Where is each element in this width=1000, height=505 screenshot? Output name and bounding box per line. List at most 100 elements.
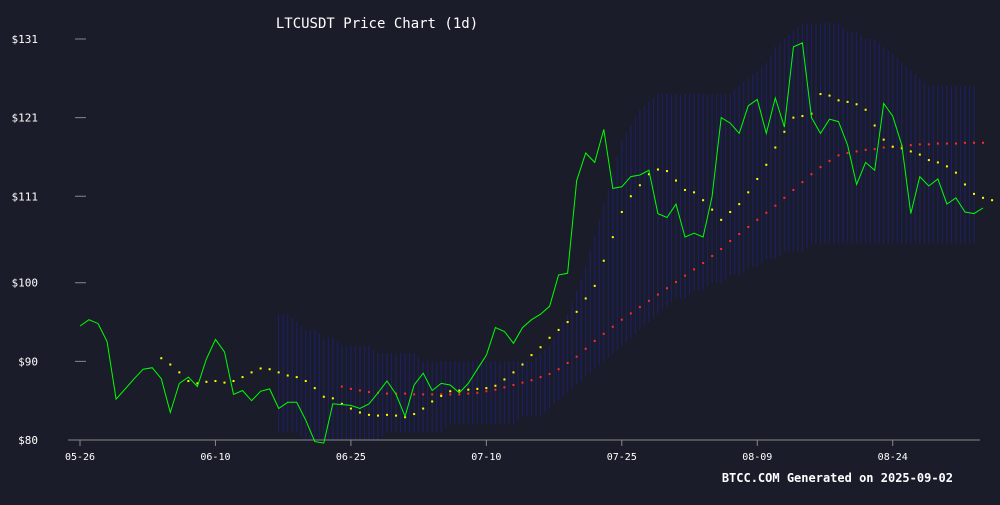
long-ma-point (927, 143, 930, 146)
short-ma-point (539, 346, 542, 349)
short-ma-point (593, 284, 596, 287)
short-ma-point (349, 407, 352, 410)
short-ma-point (675, 179, 677, 182)
short-ma-point (395, 414, 398, 417)
long-ma-point (647, 299, 650, 302)
short-ma-point (837, 99, 840, 102)
long-ma-point (846, 152, 849, 155)
long-ma-point (638, 306, 641, 309)
long-ma-point (765, 211, 768, 214)
short-ma-point (413, 413, 416, 416)
short-ma-point (738, 203, 741, 206)
short-ma-point (431, 400, 434, 403)
long-ma-point (828, 159, 831, 162)
long-ma-point (449, 393, 452, 396)
long-ma-point (982, 141, 985, 144)
long-ma-point (665, 287, 668, 290)
long-ma-point (557, 368, 560, 371)
short-ma-point (304, 380, 307, 383)
long-ma-point (837, 154, 840, 157)
long-ma-point (503, 386, 506, 389)
chart-footer: BTCC.COM Generated on 2025-09-02 (722, 471, 953, 485)
short-ma-point (665, 170, 668, 173)
long-ma-point (521, 381, 524, 384)
long-ma-point (485, 390, 488, 393)
long-ma-point (864, 148, 867, 151)
short-ma-point (620, 210, 623, 213)
long-ma-point (918, 143, 921, 146)
short-ma-point (241, 376, 244, 379)
short-ma-point (250, 371, 253, 374)
long-ma-point (684, 274, 687, 277)
short-ma-point (494, 384, 497, 387)
long-ma-point (729, 240, 732, 243)
short-ma-point (693, 191, 696, 194)
short-ma-point (936, 161, 939, 164)
short-ma-point (765, 163, 768, 166)
short-ma-point (440, 394, 443, 397)
x-tick-label: 07-10 (471, 452, 501, 463)
short-ma-point (485, 387, 488, 390)
short-ma-point (711, 208, 714, 211)
long-ma-point (720, 247, 723, 250)
long-ma-point (349, 387, 352, 390)
short-ma-point (882, 138, 885, 141)
long-moving-average (340, 141, 985, 396)
long-ma-point (873, 148, 876, 151)
long-ma-point (973, 141, 975, 144)
long-ma-point (945, 142, 948, 145)
x-tick-label: 08-09 (742, 452, 772, 463)
long-ma-point (494, 388, 497, 391)
long-ma-point (756, 218, 759, 221)
short-ma-point (377, 414, 379, 417)
short-ma-point (891, 145, 894, 148)
long-ma-point (440, 393, 443, 396)
short-ma-point (196, 382, 199, 385)
long-ma-point (774, 204, 777, 207)
short-ma-point (268, 368, 271, 371)
x-tick-label: 07-25 (607, 452, 637, 463)
y-tick-label: $131 (12, 33, 39, 46)
short-ma-point (855, 103, 858, 106)
long-ma-point (801, 181, 804, 184)
long-ma-point (629, 312, 632, 315)
long-ma-point (422, 393, 425, 396)
price-line (79, 42, 984, 444)
short-moving-average (160, 93, 994, 419)
long-ma-point (675, 280, 677, 283)
short-ma-point (458, 389, 461, 392)
short-ma-point (638, 184, 641, 187)
y-tick-label: $90 (18, 355, 38, 368)
short-ma-point (828, 94, 831, 97)
short-ma-point (629, 195, 632, 198)
x-tick-label: 08-24 (878, 452, 908, 463)
x-tick-label: 06-25 (336, 452, 366, 463)
short-ma-point (476, 387, 479, 390)
long-ma-point (656, 293, 659, 296)
short-ma-point (503, 378, 506, 381)
short-ma-point (214, 380, 217, 383)
long-ma-point (431, 393, 434, 396)
short-ma-point (548, 336, 551, 339)
short-ma-point (575, 310, 578, 313)
long-ma-point (584, 347, 587, 350)
x-axis-ticks: 05-26 06-10 06-25 07-10 07-25 08-09 08-24 (65, 440, 908, 463)
long-ma-point (386, 392, 389, 395)
short-ma-point (169, 363, 172, 366)
long-ma-point (855, 150, 858, 153)
short-ma-point (205, 380, 208, 383)
long-ma-point (367, 391, 370, 394)
long-ma-point (548, 372, 551, 375)
short-ma-point (232, 380, 235, 383)
long-ma-point (512, 383, 515, 386)
short-ma-point (521, 363, 524, 366)
short-ma-point (945, 165, 948, 168)
short-ma-point (322, 395, 325, 398)
short-ma-point (557, 328, 560, 331)
short-ma-point (783, 130, 786, 133)
short-ma-point (367, 413, 370, 416)
long-ma-point (810, 173, 813, 176)
short-ma-point (187, 380, 190, 383)
short-ma-point (331, 397, 334, 400)
